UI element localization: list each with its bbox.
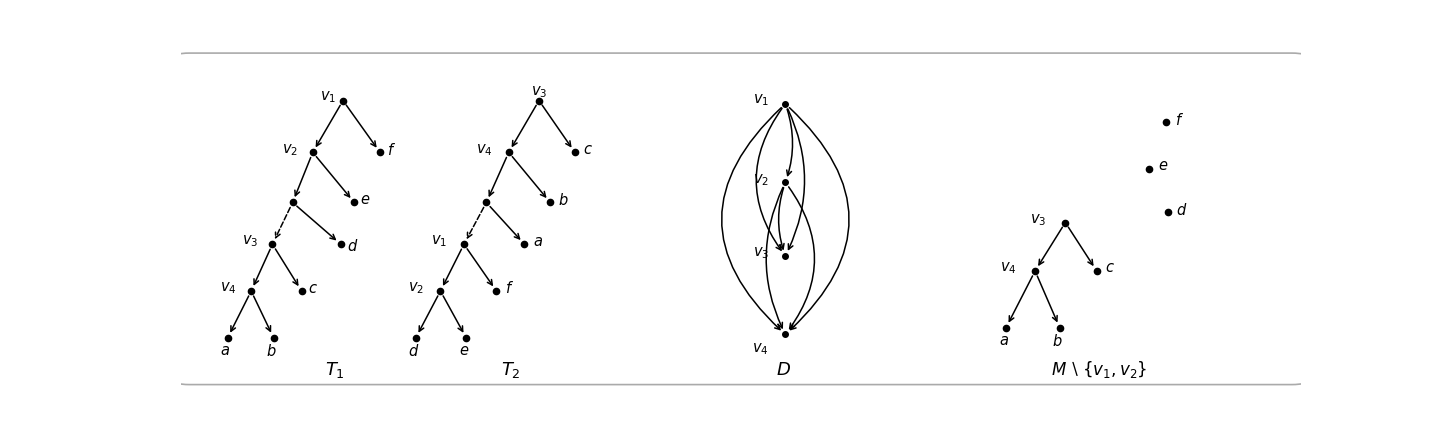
Text: $c$: $c$ xyxy=(308,282,318,296)
Text: $d$: $d$ xyxy=(1176,202,1188,218)
Text: $e$: $e$ xyxy=(458,344,470,358)
FancyBboxPatch shape xyxy=(173,53,1308,385)
Text: $v_3$: $v_3$ xyxy=(530,84,548,100)
Text: $v_3$: $v_3$ xyxy=(1030,212,1046,228)
Text: $T_1$: $T_1$ xyxy=(325,359,345,380)
Text: $D$: $D$ xyxy=(776,361,790,378)
Text: $a$: $a$ xyxy=(533,234,543,249)
Text: $b$: $b$ xyxy=(1052,333,1062,349)
Text: $v_1$: $v_1$ xyxy=(753,93,769,108)
Text: $T_2$: $T_2$ xyxy=(501,359,520,380)
Text: $v_2$: $v_2$ xyxy=(407,280,423,296)
Text: $e$: $e$ xyxy=(1157,159,1168,173)
Text: $f$: $f$ xyxy=(506,280,514,296)
Text: $b$: $b$ xyxy=(558,192,569,208)
Text: $v_3$: $v_3$ xyxy=(241,234,259,250)
Text: $v_1$: $v_1$ xyxy=(431,234,448,250)
Text: $f$: $f$ xyxy=(387,141,396,158)
Text: $a$: $a$ xyxy=(998,334,1009,348)
Text: $c$: $c$ xyxy=(1105,261,1116,275)
Text: $v_3$: $v_3$ xyxy=(753,245,769,261)
Text: $b$: $b$ xyxy=(266,343,276,359)
Text: $v_4$: $v_4$ xyxy=(475,142,493,158)
Text: $c$: $c$ xyxy=(584,143,594,157)
Text: $v_4$: $v_4$ xyxy=(1000,260,1016,276)
Text: $a$: $a$ xyxy=(221,344,230,358)
Text: $e$: $e$ xyxy=(360,194,370,207)
Text: $v_4$: $v_4$ xyxy=(221,280,237,296)
Text: $f$: $f$ xyxy=(1175,112,1183,128)
Text: $v_2$: $v_2$ xyxy=(282,142,299,158)
Text: $d$: $d$ xyxy=(347,238,358,254)
Text: $M \setminus \{v_1, v_2\}$: $M \setminus \{v_1, v_2\}$ xyxy=(1051,359,1147,380)
Text: $v_4$: $v_4$ xyxy=(753,342,769,357)
Text: $d$: $d$ xyxy=(407,343,419,359)
Text: $v_1$: $v_1$ xyxy=(321,89,337,105)
Text: $v_2$: $v_2$ xyxy=(753,172,769,187)
